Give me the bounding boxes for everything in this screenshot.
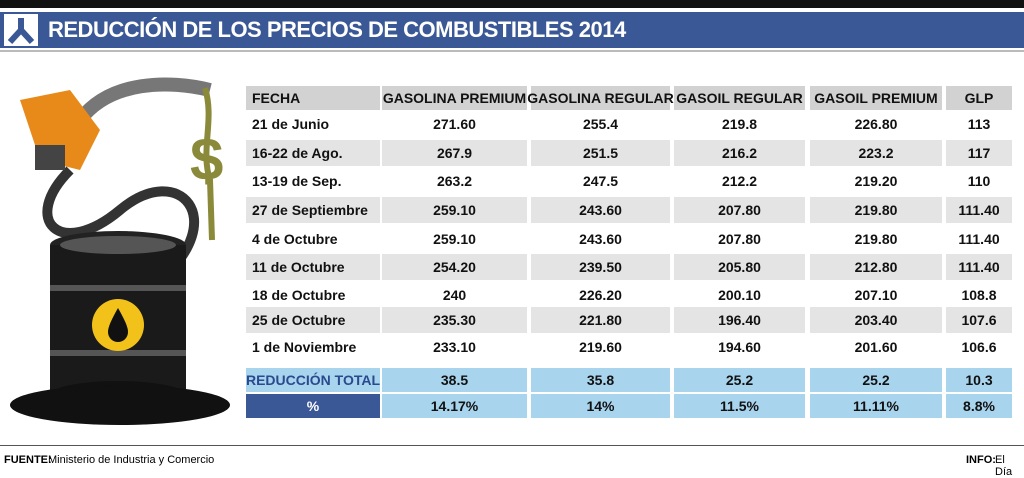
row-date: 27 de Septiembre <box>246 197 380 223</box>
title: REDUCCIÓN DE LOS PRECIOS DE COMBUSTIBLES… <box>48 17 626 42</box>
column-header: GASOLINA REGULAR <box>527 86 674 110</box>
source: Ministerio de Industria y Comercio <box>48 454 215 466</box>
price-cell: 243.60 <box>531 226 670 252</box>
price-cell: 201.60 <box>810 334 942 360</box>
price-cell: 259.10 <box>382 226 527 252</box>
price-cell: 107.6 <box>946 307 1012 333</box>
price-cell: 255.4 <box>531 111 670 137</box>
price-cell: 111.40 <box>946 226 1012 252</box>
price-cell: 235.30 <box>382 307 527 333</box>
price-cell: 267.9 <box>382 140 527 166</box>
price-cell: 240 <box>382 282 527 308</box>
price-cell: 194.60 <box>674 334 805 360</box>
title-bar <box>0 12 1024 48</box>
total-cell: 35.8 <box>531 368 670 392</box>
price-cell: 203.40 <box>810 307 942 333</box>
percent-cell: 14.17% <box>382 394 527 418</box>
total-cell: 38.5 <box>382 368 527 392</box>
column-header: GLP <box>946 86 1012 110</box>
price-cell: 259.10 <box>382 197 527 223</box>
total-label: REDUCCIÓN TOTAL <box>246 368 380 392</box>
row-date: 11 de Octubre <box>246 254 380 280</box>
price-cell: 205.80 <box>674 254 805 280</box>
price-cell: 113 <box>946 111 1012 137</box>
price-cell: 219.20 <box>810 168 942 194</box>
row-date: 1 de Noviembre <box>246 334 380 360</box>
info-label: INFO: <box>966 454 996 466</box>
footer-rule <box>0 445 1024 446</box>
price-cell: 207.10 <box>810 282 942 308</box>
price-cell: 247.5 <box>531 168 670 194</box>
source-label: FUENTE: <box>4 454 52 466</box>
row-date: 16-22 de Ago. <box>246 140 380 166</box>
price-cell: 226.20 <box>531 282 670 308</box>
illustration: $ <box>10 77 230 425</box>
percent-cell: 14% <box>531 394 670 418</box>
price-cell: 212.80 <box>810 254 942 280</box>
price-cell: 106.6 <box>946 334 1012 360</box>
price-cell: 216.2 <box>674 140 805 166</box>
price-cell: 223.2 <box>810 140 942 166</box>
total-cell: 10.3 <box>946 368 1012 392</box>
price-cell: 239.50 <box>531 254 670 280</box>
price-cell: 117 <box>946 140 1012 166</box>
price-cell: 251.5 <box>531 140 670 166</box>
percent-label: % <box>246 394 380 418</box>
top-bar <box>0 0 1024 8</box>
title-underline <box>0 50 1024 52</box>
total-cell: 25.2 <box>810 368 942 392</box>
column-header: FECHA <box>246 86 380 110</box>
logo <box>4 14 38 46</box>
price-cell: 200.10 <box>674 282 805 308</box>
column-header: GASOIL REGULAR <box>674 86 805 110</box>
price-cell: 219.80 <box>810 226 942 252</box>
row-date: 4 de Octubre <box>246 226 380 252</box>
percent-cell: 11.5% <box>674 394 805 418</box>
price-cell: 233.10 <box>382 334 527 360</box>
price-cell: 212.2 <box>674 168 805 194</box>
price-cell: 263.2 <box>382 168 527 194</box>
price-cell: 219.60 <box>531 334 670 360</box>
price-cell: 219.80 <box>810 197 942 223</box>
percent-cell: 11.11% <box>810 394 942 418</box>
price-cell: 271.60 <box>382 111 527 137</box>
price-cell: 243.60 <box>531 197 670 223</box>
price-cell: 110 <box>946 168 1012 194</box>
price-cell: 207.80 <box>674 226 805 252</box>
percent-cell: 8.8% <box>946 394 1012 418</box>
price-cell: 111.40 <box>946 197 1012 223</box>
row-date: 25 de Octubre <box>246 307 380 333</box>
price-cell: 221.80 <box>531 307 670 333</box>
price-cell: 226.80 <box>810 111 942 137</box>
svg-text:$: $ <box>190 126 223 193</box>
price-cell: 111.40 <box>946 254 1012 280</box>
price-cell: 108.8 <box>946 282 1012 308</box>
price-cell: 254.20 <box>382 254 527 280</box>
column-header: GASOIL PREMIUM <box>810 86 942 110</box>
logo-icon <box>7 18 35 45</box>
row-date: 18 de Octubre <box>246 282 380 308</box>
column-header: GASOLINA PREMIUM <box>382 86 527 110</box>
price-cell: 219.8 <box>674 111 805 137</box>
price-cell: 207.80 <box>674 197 805 223</box>
row-date: 21 de Junio <box>246 111 380 137</box>
total-cell: 25.2 <box>674 368 805 392</box>
row-date: 13-19 de Sep. <box>246 168 380 194</box>
info: El Día <box>995 454 1013 478</box>
price-cell: 196.40 <box>674 307 805 333</box>
